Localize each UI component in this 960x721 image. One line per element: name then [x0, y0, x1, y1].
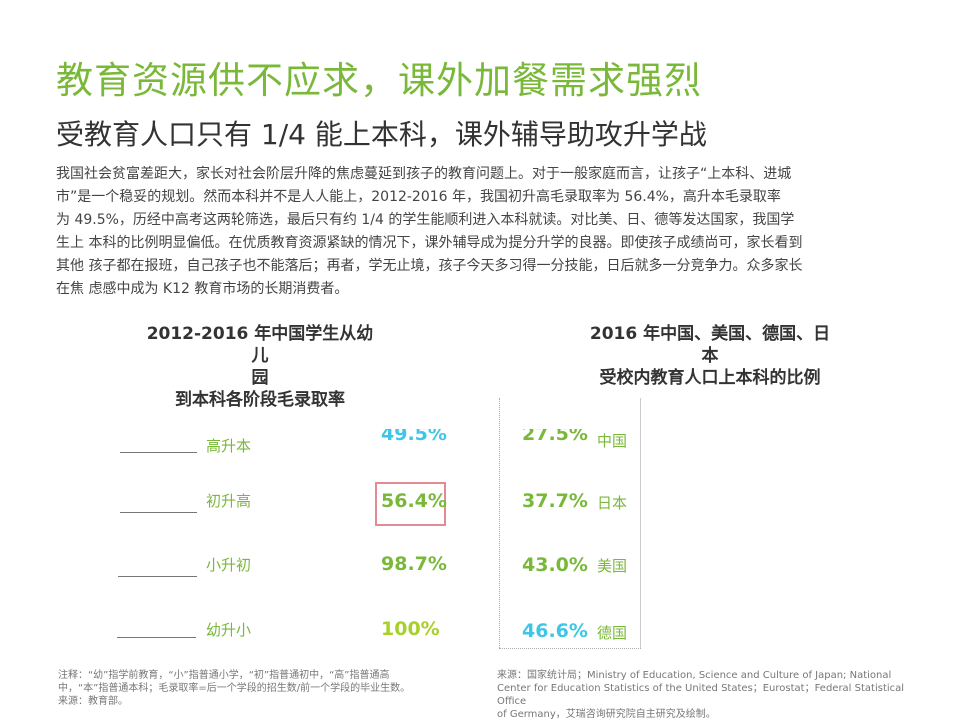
intro-paragraph: 我国社会贫富差距大，家长对社会阶层升降的焦虑蔓延到孩子的教育问题上。对于一般家庭…: [56, 166, 803, 297]
page-subtitle: 受教育人口只有 1/4 能上本科，课外辅导助攻升学战: [56, 118, 707, 151]
right-chart-bottom-border: [499, 648, 641, 649]
left-footnote: 注释：“幼”指学前教育，“小”指普通小学，“初”指普通初中，“高”指普通高 中，…: [58, 670, 411, 707]
row-value-cn: 27.5%: [522, 423, 588, 445]
right-chart-title: 2016 年中国、美国、德国、日 本 受校内教育人口上本科的比例: [589, 324, 831, 388]
row-value-jp: 37.7%: [522, 490, 588, 512]
row-label-2: 小升初: [206, 556, 252, 574]
page-title: 教育资源供不应求，课外加餐需求强烈: [56, 59, 702, 102]
row-value-3: 100%: [381, 618, 440, 640]
right-chart-divider: [640, 398, 641, 648]
right-chart-left-border: [499, 398, 500, 648]
row-line-1: [120, 512, 197, 513]
row-value-0: 49.5%: [381, 423, 447, 445]
row-label-3: 幼升小: [206, 621, 252, 639]
row-label-cn: 中国: [597, 432, 628, 450]
row-label-1: 初升高: [206, 492, 252, 510]
row-label-jp: 日本: [597, 494, 628, 512]
row-label-0: 高升本: [206, 437, 252, 455]
left-chart-title: 2012-2016 年中国学生从幼儿 园 到本科各阶段毛录取率: [146, 324, 374, 410]
row-value-1: 56.4%: [381, 490, 447, 512]
row-label-us: 美国: [597, 557, 628, 575]
row-value-de: 46.6%: [522, 620, 588, 642]
row-line-2: [118, 576, 197, 577]
highlight-box: [375, 482, 446, 526]
row-line-3: [117, 637, 196, 638]
row-value-2: 98.7%: [381, 553, 447, 575]
row-value-us: 43.0%: [522, 554, 588, 576]
row-label-de: 德国: [597, 624, 628, 642]
row-line-0: [120, 452, 197, 453]
right-footnote: 来源：国家统计局；Ministry of Education, Science …: [497, 670, 905, 720]
